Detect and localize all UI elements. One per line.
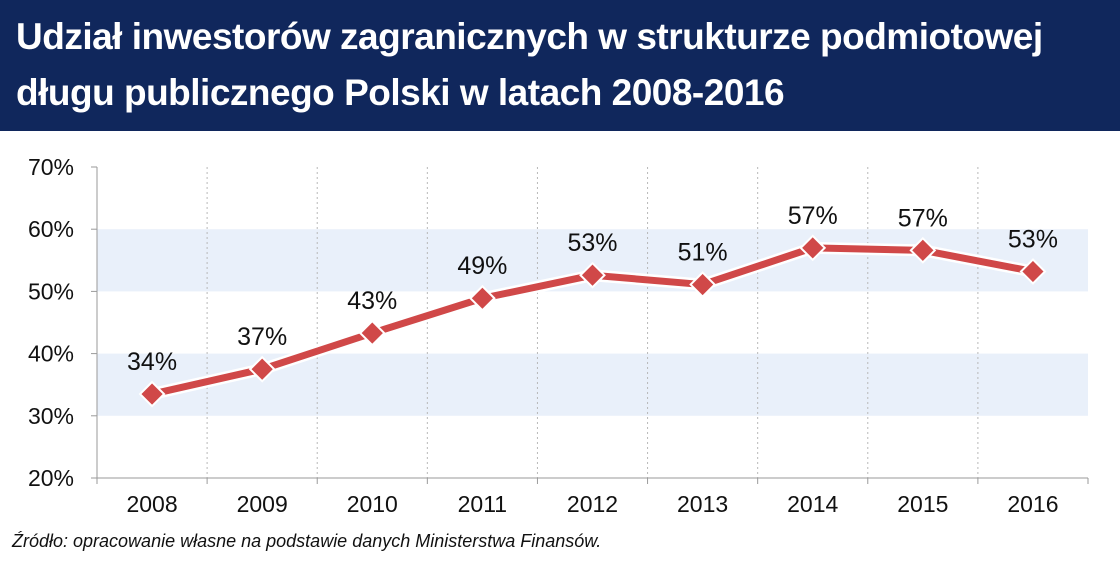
y-tick-label: 20% <box>28 465 74 491</box>
y-tick-label: 30% <box>28 403 74 429</box>
chart-title-line-2: długu publicznego Polski w latach 2008-2… <box>16 72 785 113</box>
x-tick-label: 2012 <box>567 491 618 517</box>
data-label: 53% <box>1008 225 1058 253</box>
x-tick-label: 2011 <box>458 491 507 517</box>
y-tick-label: 60% <box>28 216 74 242</box>
x-tick-label: 2016 <box>1007 491 1058 517</box>
data-label: 43% <box>347 287 397 315</box>
header-banner: Udział inwestorów zagranicznych w strukt… <box>0 0 1120 131</box>
x-tick-label: 2010 <box>347 491 398 517</box>
x-tick-label: 2015 <box>897 491 948 517</box>
line-chart: 20% 30% 40% 50% 60% 70% 2008 2009 2010 2011 2012 20… <box>28 154 1089 517</box>
y-tick-label: 40% <box>28 341 74 367</box>
data-point-marker <box>248 355 276 383</box>
data-point-marker <box>579 261 606 289</box>
grid-band <box>97 353 1088 416</box>
x-tick-label: 2013 <box>677 491 728 517</box>
source-note: Źródło: opracowanie własne na podstawie … <box>12 531 602 551</box>
data-point-marker <box>138 380 166 408</box>
data-label: 34% <box>127 348 177 376</box>
data-label: 49% <box>457 252 507 280</box>
data-label: 57% <box>898 204 948 232</box>
y-tick-label: 70% <box>28 154 74 180</box>
data-point-marker <box>1019 258 1047 285</box>
data-point-marker <box>358 319 386 347</box>
data-point-marker <box>909 236 937 264</box>
chart-title-line-1: Udział inwestorów zagranicznych w strukt… <box>16 16 1043 57</box>
data-label: 53% <box>567 229 617 257</box>
x-tick-label: 2009 <box>237 491 288 517</box>
data-point-marker <box>468 284 496 312</box>
data-label: 57% <box>788 202 838 230</box>
data-point-marker <box>799 234 827 262</box>
y-tick-label: 50% <box>28 278 74 304</box>
data-label: 51% <box>678 239 728 267</box>
x-tick-label: 2008 <box>126 491 177 517</box>
data-label: 37% <box>237 323 287 351</box>
x-tick-label: 2014 <box>787 491 838 517</box>
data-point-marker <box>689 271 717 298</box>
